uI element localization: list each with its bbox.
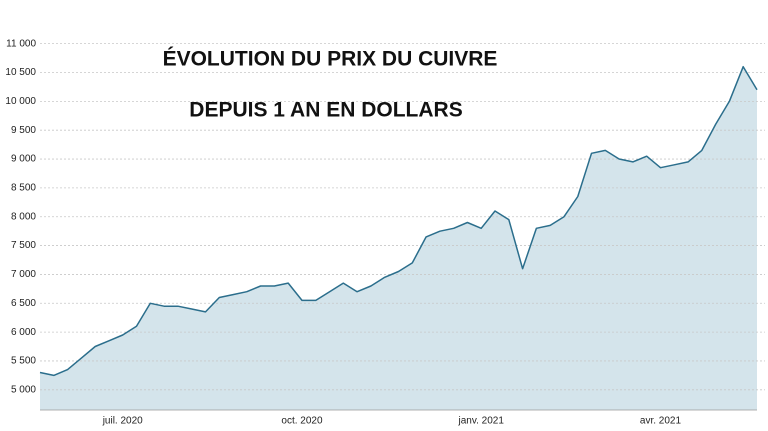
y-tick-label: 8 000	[11, 211, 36, 222]
y-tick-label: 10 500	[5, 67, 36, 78]
y-tick-label: 11 000	[6, 38, 36, 49]
x-tick-label: avr. 2021	[640, 416, 682, 427]
y-tick-label: 9 500	[11, 125, 36, 136]
chart-subtitle: DEPUIS 1 AN EN DOLLARS	[189, 99, 462, 122]
x-tick-label: janv. 2021	[458, 416, 505, 427]
area	[40, 66, 757, 410]
y-tick-label: 6 000	[11, 327, 36, 338]
line	[39, 65, 758, 377]
y-tick-label: 5 500	[11, 356, 36, 367]
chart-title: ÉVOLUTION DU PRIX DU CUIVRE	[163, 48, 498, 71]
x-tick-label: oct. 2020	[281, 416, 323, 427]
y-tick-label: 5 000	[11, 384, 36, 395]
y-tick-label: 10 000	[5, 96, 36, 107]
x-tick-label: juil. 2020	[102, 416, 143, 427]
y-tick-label: 6 500	[11, 298, 36, 309]
y-tick-label: 8 500	[11, 183, 36, 194]
y-tick-label: 7 500	[11, 240, 36, 251]
y-tick-label: 9 000	[11, 154, 36, 165]
y-tick-label: 7 000	[11, 269, 36, 280]
